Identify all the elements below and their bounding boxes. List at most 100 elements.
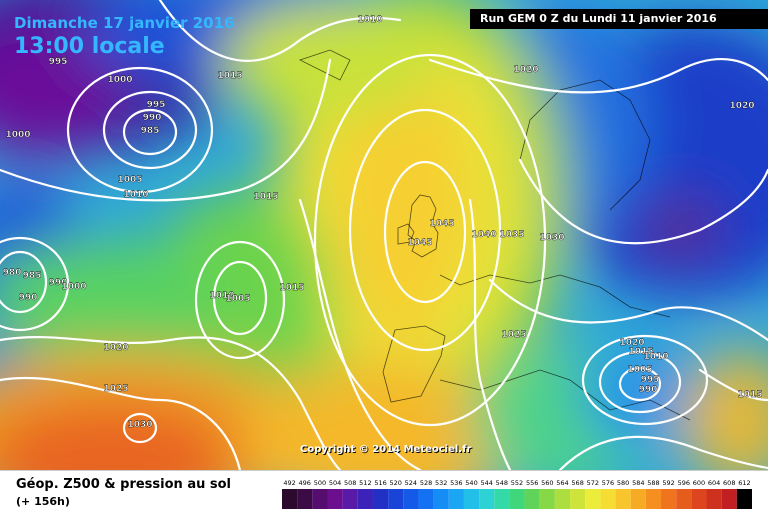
pressure-label: 1010	[209, 291, 234, 301]
scale-label: 552	[511, 479, 523, 487]
scale-swatch	[388, 489, 404, 509]
scale-label: 612	[738, 479, 750, 487]
scale-label: 584	[632, 479, 644, 487]
scale-label: 604	[708, 479, 720, 487]
scale-swatch	[645, 489, 662, 509]
pressure-label: 995	[147, 100, 166, 110]
scale-swatch	[554, 489, 571, 509]
pressure-label: 1005	[225, 294, 250, 304]
pressure-label: 1010	[123, 190, 148, 200]
legend-bar: Géop. Z500 & pression au sol (+ 156h) 49…	[0, 470, 768, 513]
scale-swatch	[327, 489, 343, 509]
pressure-label: 990	[49, 278, 68, 288]
pressure-label: 1020	[619, 338, 644, 348]
pressure-label: 980	[3, 268, 22, 278]
scale-swatch	[600, 489, 616, 509]
scale-label: 536	[450, 479, 462, 487]
scale-label: 516	[374, 479, 386, 487]
pressure-label: 990	[639, 385, 658, 395]
pressure-label: 1045	[429, 219, 454, 229]
pressure-label: 1015	[279, 283, 304, 293]
scale-label: 532	[435, 479, 447, 487]
legend-subtitle: (+ 156h)	[16, 495, 70, 508]
forecast-date: Dimanche 17 janvier 2016	[14, 14, 235, 32]
scale-label: 528	[420, 479, 432, 487]
scale-label: 520	[389, 479, 401, 487]
pressure-label: 1015	[253, 192, 278, 202]
pressure-label: 1005	[117, 175, 142, 185]
scale-swatch	[297, 489, 313, 509]
scale-swatch	[509, 489, 525, 509]
scale-label: 588	[647, 479, 659, 487]
scale-swatch	[721, 489, 737, 509]
scale-label: 512	[359, 479, 371, 487]
pressure-label: 995	[49, 57, 68, 67]
scale-swatch	[418, 489, 434, 509]
scale-label: 500	[314, 479, 326, 487]
pressure-label: 1000	[107, 75, 132, 85]
scale-label: 572	[587, 479, 599, 487]
pressure-label: 1015	[737, 390, 762, 400]
pressure-label: 990	[19, 293, 38, 303]
pressure-label: 1035	[499, 230, 524, 240]
scale-swatch	[282, 489, 298, 509]
pressure-label: 1030	[127, 420, 152, 430]
pressure-label: 1000	[61, 282, 86, 292]
scale-swatch	[736, 489, 752, 509]
scale-label: 496	[299, 479, 311, 487]
pressure-label: 1010	[643, 352, 668, 362]
color-scale: 492 496 500 504 508 512 516 520 524 528 532 536 540 5…	[282, 479, 752, 509]
scale-swatch	[494, 489, 510, 509]
scale-label: 492	[283, 479, 295, 487]
scale-label: 524	[405, 479, 417, 487]
scale-swatch	[570, 489, 586, 509]
scale-label: 580	[617, 479, 629, 487]
scale-swatch	[479, 489, 495, 509]
scale-swatch	[661, 489, 677, 509]
pressure-label: 985	[23, 271, 42, 281]
pressure-label: 1010	[357, 15, 382, 25]
scale-label: 504	[329, 479, 341, 487]
scale-label: 548	[496, 479, 508, 487]
pressure-label: 1000	[5, 130, 30, 140]
pressure-label: 1020	[103, 343, 128, 353]
scale-swatch	[615, 489, 631, 509]
pressure-label: 1015	[217, 71, 242, 81]
scale-swatch	[312, 489, 328, 509]
scale-label: 560	[541, 479, 553, 487]
scale-swatch	[463, 489, 480, 509]
scale-label: 596	[678, 479, 690, 487]
pressure-label: 1040	[471, 230, 496, 240]
pressure-label: 1015	[628, 347, 653, 357]
scale-swatch	[403, 489, 419, 509]
scale-swatch	[676, 489, 692, 509]
scale-label: 564	[556, 479, 568, 487]
run-info: Run GEM 0 Z du Lundi 11 janvier 2016	[470, 9, 768, 29]
pressure-label: 990	[143, 113, 162, 123]
scale-label: 540	[465, 479, 477, 487]
scale-label: 544	[480, 479, 492, 487]
scale-swatch	[706, 489, 722, 509]
scale-swatch	[448, 489, 464, 509]
pressure-label: 1025	[103, 384, 128, 394]
forecast-time: 13:00 locale	[14, 34, 165, 59]
scale-label: 556	[526, 479, 538, 487]
legend-title: Géop. Z500 & pression au sol	[16, 477, 231, 492]
scale-swatch	[357, 489, 373, 509]
scale-swatch	[372, 489, 389, 509]
copyright: Copyright © 2014 Meteociel.fr	[300, 444, 472, 455]
scale-label: 568	[571, 479, 583, 487]
scale-label: 600	[693, 479, 705, 487]
scale-swatch	[524, 489, 540, 509]
pressure-label: 1045	[407, 238, 432, 248]
scale-swatch	[342, 489, 358, 509]
scale-swatch	[691, 489, 707, 509]
pressure-label: 1030	[539, 233, 564, 243]
pressure-label: 1020	[513, 65, 538, 75]
scale-label: 576	[602, 479, 614, 487]
pressure-label: 1005	[627, 365, 652, 375]
pressure-label: 995	[641, 375, 660, 385]
scale-label: 508	[344, 479, 356, 487]
